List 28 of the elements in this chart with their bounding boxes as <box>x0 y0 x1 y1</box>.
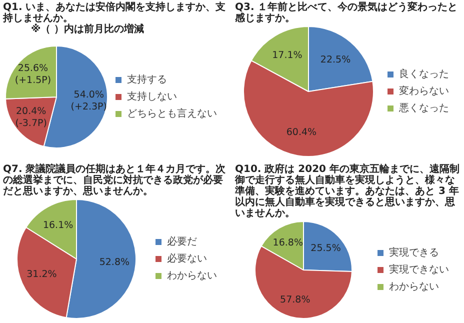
chart-title: Q3. １年前と比べて、今の景気はどう変わったと感じますか。 <box>235 2 459 24</box>
data-label: 16.8% <box>272 237 303 248</box>
data-label: 31.2% <box>26 268 57 280</box>
legend-label: 良くなった <box>399 68 449 80</box>
data-label: 17.1% <box>272 50 302 62</box>
data-label: 25.5% <box>310 242 341 254</box>
legend-label: わからない <box>167 270 217 282</box>
data-label: 25.6% (+1.5P) <box>14 62 52 86</box>
legend-label: 実現できない <box>389 263 449 276</box>
legend-label: どちらとも言えない <box>127 108 217 120</box>
chart-subtitle: ※（ ）内は前月比の増減 <box>30 24 146 35</box>
data-label: 16.1% <box>42 220 74 231</box>
data-label: 60.4% <box>286 126 317 138</box>
legend-label: 変わらない <box>399 85 449 98</box>
chart-title: Q1. いま、あなたは安倍内閣を支持しますか、支持しませんか。 <box>3 2 227 24</box>
data-label: 22.5% <box>320 54 351 66</box>
legend-label: 必要ない <box>167 252 207 264</box>
legend-label: 実現できる <box>389 246 439 258</box>
data-label: 52.8% <box>99 256 130 268</box>
legend-label: 必要だ <box>167 235 197 248</box>
legend-label: わからない <box>389 281 439 292</box>
data-label: 20.4% (-3.7P) <box>15 106 47 129</box>
chart-title: Q7. 衆議院議員の任期はあと１年４カ月です。次の総選挙までに、自民党に対抗できる政党が必要だと思いますか、思いませんか。 <box>3 164 227 196</box>
legend-label: 支持する <box>127 74 167 86</box>
legend-label: 悪くなった <box>398 103 449 114</box>
chart-title: Q10. 政府は 2020 年の東京五輪までに、遠隔制御で走行する無人自動車を実現しようと、様々な準備、実験を進めています。あなたは、あと 3 年以内に無人自動車を実現できると思いますか、思いませんか。 <box>235 164 460 218</box>
legend-label: 支持しない <box>127 90 177 103</box>
data-label: 57.8% <box>280 294 310 305</box>
